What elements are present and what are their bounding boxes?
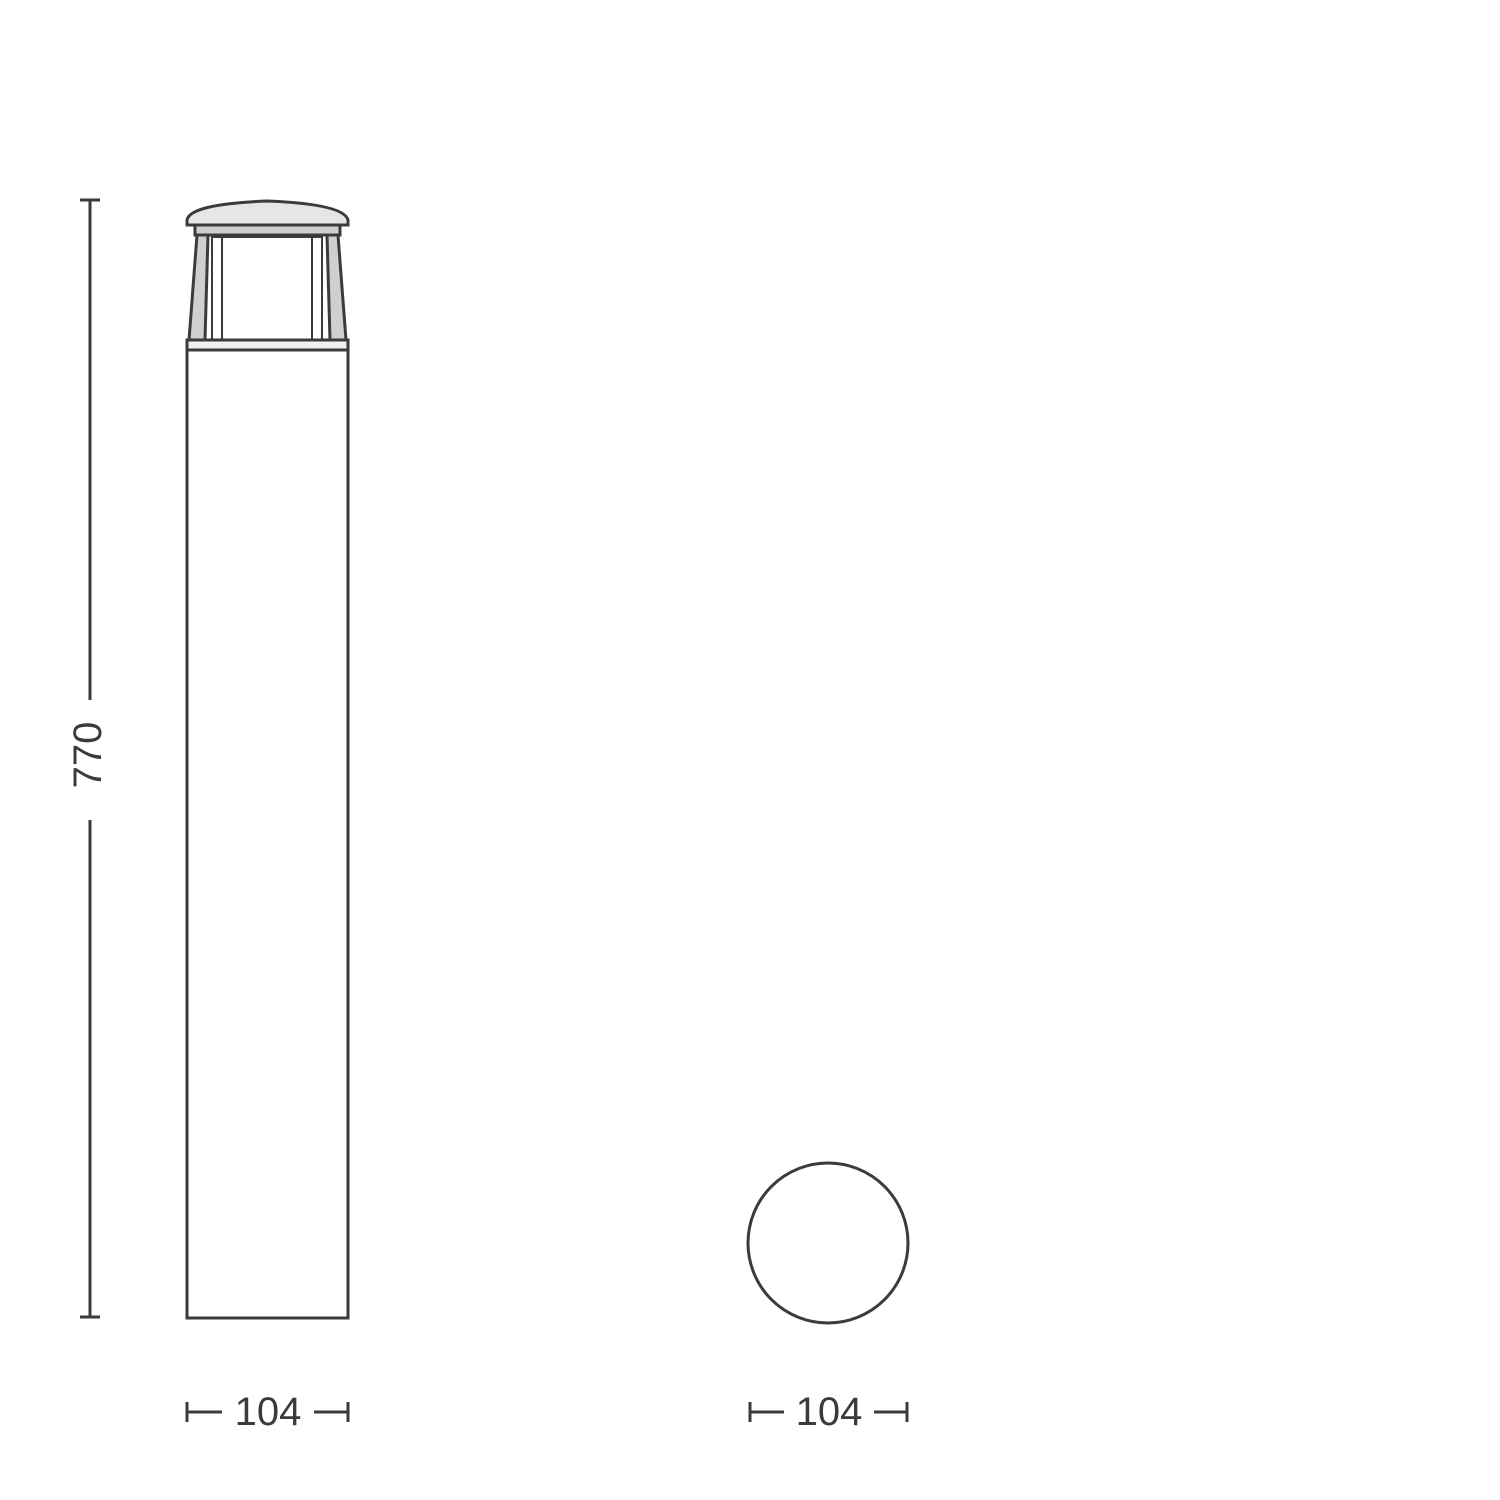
bollard-right-post <box>325 233 348 342</box>
height-label: 770 <box>66 722 110 789</box>
bollard-diffuser <box>211 236 323 341</box>
bollard-left-post <box>187 233 210 342</box>
height-dimension <box>80 198 100 1319</box>
bollard-body <box>185 348 350 1320</box>
front-width-dimension <box>185 1402 350 1422</box>
front-width-label: 104 <box>235 1390 302 1434</box>
top-diameter-dimension <box>748 1402 909 1422</box>
bollard-top-view-circle <box>746 1161 910 1325</box>
top-diameter-label: 104 <box>796 1390 863 1434</box>
bollard-cap-underside <box>193 223 342 237</box>
bollard-front-view <box>185 199 350 1320</box>
bollard-cap <box>185 199 350 227</box>
